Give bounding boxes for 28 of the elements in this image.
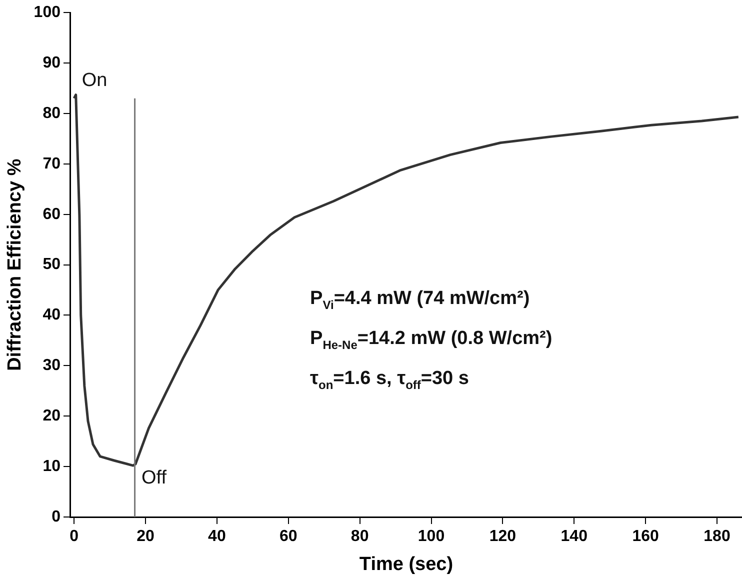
annotation: P$_{Vi}$=4.4 mW (74 mW/cm²) [310, 287, 531, 314]
x-tick-label: 140 [560, 528, 588, 546]
y-axis-title: Diffraction Efficiency % [4, 158, 26, 371]
y-tick-label: 100 [34, 4, 61, 22]
x-tick-label: 180 [704, 528, 730, 546]
x-axis-title: Time (sec) [359, 554, 454, 575]
y-tick-label: 70 [42, 155, 61, 172]
y-tick-label: 60 [42, 206, 61, 223]
y-tick-label: 80 [42, 104, 61, 122]
x-tick-label: 20 [136, 528, 155, 546]
x-tick-label: 120 [489, 528, 516, 546]
annotation: On [82, 70, 108, 92]
y-tick-label: 50 [42, 256, 61, 274]
y-tick-label: 10 [42, 458, 61, 475]
x-tick-label: 0 [70, 528, 79, 546]
annotation: τ$_{on}$=1.6 s, τ$_{off}$=30 s [310, 366, 470, 394]
y-tick-label: 30 [42, 357, 61, 374]
x-tick-label: 160 [632, 528, 660, 546]
y-tick-label: 40 [42, 306, 61, 324]
annotation: P$_{He-Ne}$=14.2 mW (0.8 W/cm²) [310, 326, 552, 354]
x-tick-label: 100 [418, 528, 445, 546]
x-tick-label: 60 [279, 528, 298, 546]
annotation: Off [142, 467, 168, 488]
y-tick-label: 0 [52, 508, 61, 526]
y-tick-label: 90 [42, 54, 61, 72]
y-tick-label: 20 [42, 408, 61, 425]
x-tick-label: 80 [350, 528, 369, 546]
x-tick-label: 40 [208, 528, 226, 546]
